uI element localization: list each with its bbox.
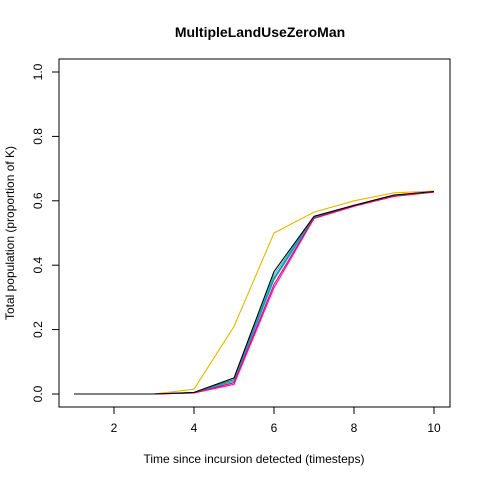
x-tick-label: 6 bbox=[271, 421, 278, 435]
y-tick-label: 0.6 bbox=[31, 192, 45, 209]
y-tick-label: 0.0 bbox=[31, 385, 45, 402]
y-tick-label: 1.0 bbox=[31, 63, 45, 80]
y-tick-label: 0.2 bbox=[31, 321, 45, 338]
y-tick-label: 0.4 bbox=[31, 257, 45, 274]
x-tick-label: 2 bbox=[111, 421, 118, 435]
y-tick-label: 0.8 bbox=[31, 128, 45, 145]
x-tick-label: 4 bbox=[191, 421, 198, 435]
chart-title: MultipleLandUseZeroMan bbox=[175, 24, 345, 40]
x-tick-label: 10 bbox=[427, 421, 441, 435]
y-axis-label: Total population (proportion of K) bbox=[3, 146, 17, 320]
x-axis-label: Time since incursion detected (timesteps… bbox=[144, 452, 365, 466]
x-tick-label: 8 bbox=[351, 421, 358, 435]
